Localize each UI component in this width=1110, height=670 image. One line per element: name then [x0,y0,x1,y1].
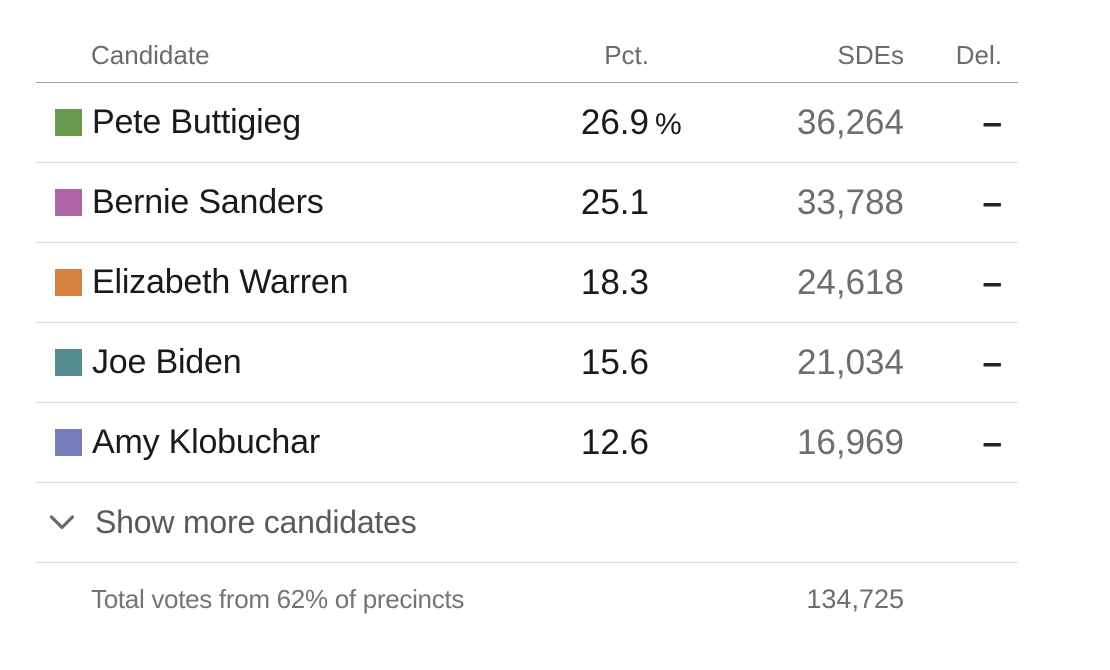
sdes-value: 36,264 [796,102,904,142]
chevron-down-icon [49,515,75,530]
column-header-candidate: Candidate [91,40,210,70]
pct-unit: % [655,107,682,141]
sdes-value: 24,618 [796,262,904,302]
pct-value: 15.6 [580,342,649,382]
candidate-name: Joe Biden [92,343,242,381]
total-votes-label: Total votes from 62% of precincts [91,583,465,614]
table-header-row: Candidate Pct. SDEs Del. [36,0,1018,83]
pct-cell: 18.3 [553,263,703,303]
del-value: – [982,262,1002,302]
candidate-color-swatch [55,269,82,296]
del-value: – [982,342,1002,382]
candidate-row: Joe Biden 15.6 21,034 – [36,323,1018,403]
show-more-label: Show more candidates [95,504,417,540]
table-footer-row: Total votes from 62% of precincts 134,72… [36,563,1018,635]
candidate-color-swatch [55,109,82,136]
sdes-value: 33,788 [796,182,904,222]
candidate-name: Amy Klobuchar [92,423,320,461]
sdes-value: 16,969 [796,422,904,462]
pct-cell: 15.6 [553,343,703,383]
candidate-color-swatch [55,349,82,376]
candidate-row: Amy Klobuchar 12.6 16,969 – [36,403,1018,483]
pct-cell: 25.1 [553,183,703,223]
del-value: – [982,182,1002,222]
del-value: – [982,102,1002,142]
sdes-value: 21,034 [796,342,904,382]
column-header-sdes: SDEs [837,40,904,70]
election-results-table: Candidate Pct. SDEs Del. Pete Buttigieg … [36,0,1018,635]
candidate-color-swatch [55,429,82,456]
show-more-candidates-button[interactable]: Show more candidates [36,483,1018,563]
candidate-row: Pete Buttigieg 26.9 % 36,264 – [36,83,1018,163]
pct-value: 18.3 [580,262,649,302]
candidate-color-swatch [55,189,82,216]
candidate-name: Elizabeth Warren [92,263,349,301]
pct-value: 26.9 [580,102,649,142]
candidate-rows: Pete Buttigieg 26.9 % 36,264 – Bernie Sa… [36,83,1018,483]
pct-cell: 12.6 [553,423,703,463]
pct-cell: 26.9 % [553,103,703,143]
candidate-row: Elizabeth Warren 18.3 24,618 – [36,243,1018,323]
candidate-name: Pete Buttigieg [92,103,301,141]
del-value: – [982,422,1002,462]
pct-value: 25.1 [580,182,649,222]
column-header-pct: Pct. [604,40,649,70]
column-header-del: Del. [955,40,1002,70]
pct-value: 12.6 [580,422,649,462]
candidate-row: Bernie Sanders 25.1 33,788 – [36,163,1018,243]
total-votes-value: 134,725 [806,583,904,614]
candidate-name: Bernie Sanders [92,183,324,221]
